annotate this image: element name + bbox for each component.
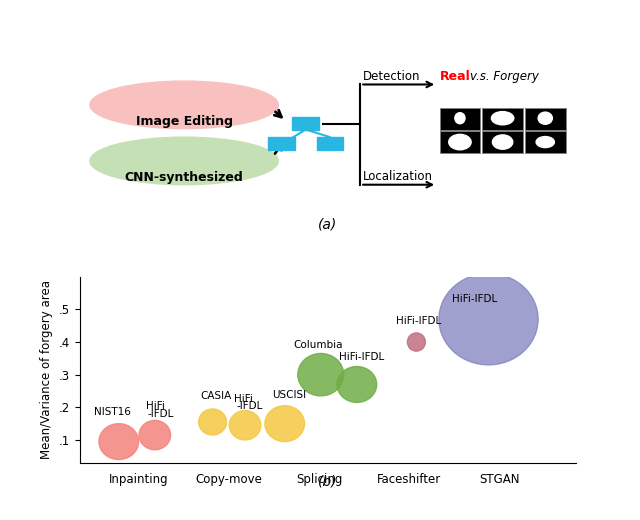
Ellipse shape — [408, 333, 426, 351]
Bar — [440, 131, 480, 153]
Bar — [440, 108, 480, 131]
Text: -IFDL: -IFDL — [148, 409, 174, 419]
Ellipse shape — [198, 409, 227, 435]
Ellipse shape — [90, 81, 278, 128]
Text: HiFi-IFDL: HiFi-IFDL — [452, 294, 498, 305]
Ellipse shape — [536, 137, 554, 148]
Text: (a): (a) — [318, 218, 338, 232]
Text: HiFi: HiFi — [146, 401, 164, 411]
FancyBboxPatch shape — [292, 117, 319, 130]
Y-axis label: Mean/Variance of forgery area: Mean/Variance of forgery area — [40, 280, 54, 459]
Text: Detection: Detection — [363, 70, 420, 83]
Text: v.s. Forgery: v.s. Forgery — [470, 70, 540, 83]
FancyBboxPatch shape — [317, 137, 344, 150]
Bar — [525, 108, 566, 131]
Text: NIST16: NIST16 — [93, 407, 131, 417]
Bar — [483, 108, 523, 131]
Ellipse shape — [455, 113, 465, 124]
Ellipse shape — [265, 406, 305, 441]
Ellipse shape — [439, 274, 538, 365]
Ellipse shape — [449, 134, 471, 150]
Text: CNN-synthesized: CNN-synthesized — [125, 171, 244, 184]
Text: HiFi-IFDL: HiFi-IFDL — [339, 352, 384, 362]
Text: Image Editing: Image Editing — [136, 115, 233, 128]
Ellipse shape — [492, 135, 513, 149]
Text: Columbia: Columbia — [294, 340, 343, 350]
Ellipse shape — [538, 112, 552, 124]
Text: HiFi-IFDL: HiFi-IFDL — [396, 316, 441, 327]
Ellipse shape — [99, 424, 139, 460]
Text: (b): (b) — [318, 474, 338, 488]
Ellipse shape — [337, 367, 377, 402]
Text: USCISI: USCISI — [272, 390, 306, 400]
FancyBboxPatch shape — [268, 137, 295, 150]
Text: HiFi: HiFi — [234, 394, 253, 404]
Ellipse shape — [298, 354, 344, 396]
Text: Real: Real — [440, 70, 470, 83]
Bar — [525, 131, 566, 153]
Ellipse shape — [139, 420, 171, 450]
Text: -IFDL: -IFDL — [237, 401, 263, 411]
Ellipse shape — [229, 411, 261, 440]
Ellipse shape — [90, 137, 278, 185]
Bar — [483, 131, 523, 153]
Text: CASIA: CASIA — [200, 391, 231, 401]
Ellipse shape — [492, 112, 514, 125]
Text: Localization: Localization — [363, 170, 433, 183]
